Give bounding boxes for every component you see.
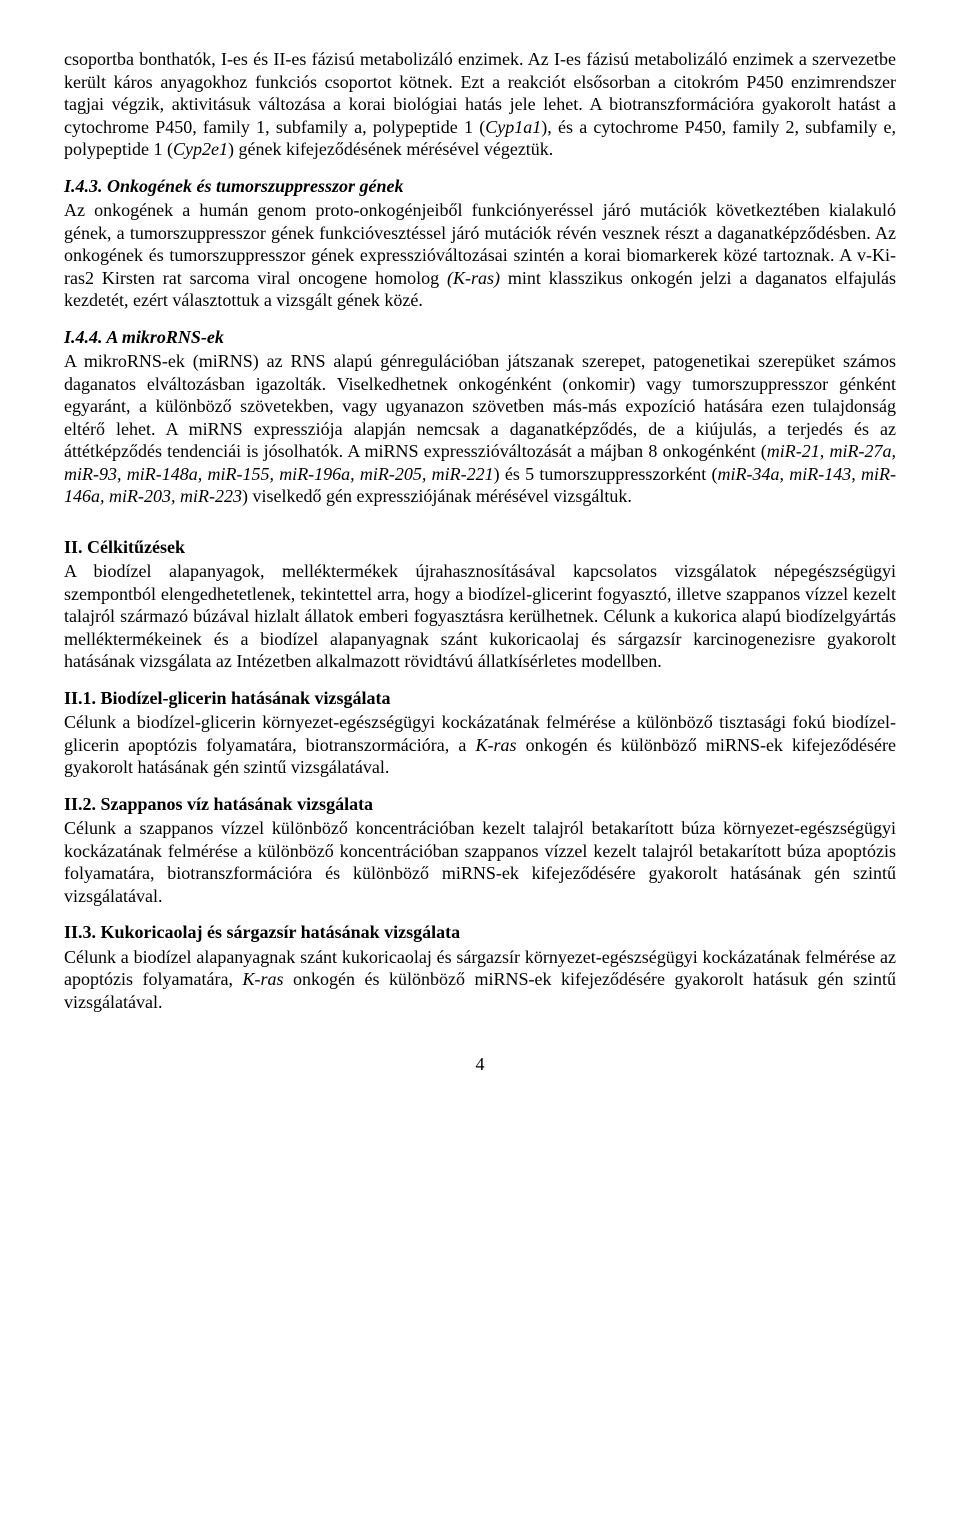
- text: ) gének kifejeződésének mérésével végezt…: [228, 139, 553, 159]
- paragraph-I-4-3: Az onkogének a humán genom proto-onkogén…: [64, 199, 896, 312]
- heading-II-2: II.2. Szappanos víz hatásának vizsgálata: [64, 793, 896, 816]
- text: ) és 5 tumorszuppresszorként (: [494, 464, 718, 484]
- heading-II-3: II.3. Kukoricaolaj és sárgazsír hatásána…: [64, 921, 896, 944]
- heading-II-1: II.1. Biodízel-glicerin hatásának vizsgá…: [64, 687, 896, 710]
- gene-kras: (K-ras): [447, 268, 500, 288]
- paragraph-I-4-4: A mikroRNS-ek (miRNS) az RNS alapú génre…: [64, 350, 896, 508]
- gene-cyp1a1: Cyp1a1: [485, 117, 541, 137]
- heading-II: II. Célkitűzések: [64, 536, 896, 559]
- heading-I-4-4: I.4.4. A mikroRNS-ek: [64, 326, 896, 349]
- gene-cyp2e1: Cyp2e1: [173, 139, 228, 159]
- gene-kras: K-ras: [242, 969, 283, 989]
- gene-kras: K-ras: [475, 735, 516, 755]
- paragraph-II: A biodízel alapanyagok, melléktermékek ú…: [64, 560, 896, 673]
- page-number: 4: [64, 1053, 896, 1076]
- text: ) viselkedő gén expressziójának méréséve…: [242, 486, 632, 506]
- heading-I-4-3: I.4.3. Onkogének és tumorszuppresszor gé…: [64, 175, 896, 198]
- paragraph-II-3: Célunk a biodízel alapanyagnak szánt kuk…: [64, 946, 896, 1014]
- paragraph-II-1: Célunk a biodízel-glicerin környezet-egé…: [64, 711, 896, 779]
- paragraph-II-2: Célunk a szappanos vízzel különböző konc…: [64, 817, 896, 907]
- intro-paragraph: csoportba bonthatók, I-es és II-es fázis…: [64, 48, 896, 161]
